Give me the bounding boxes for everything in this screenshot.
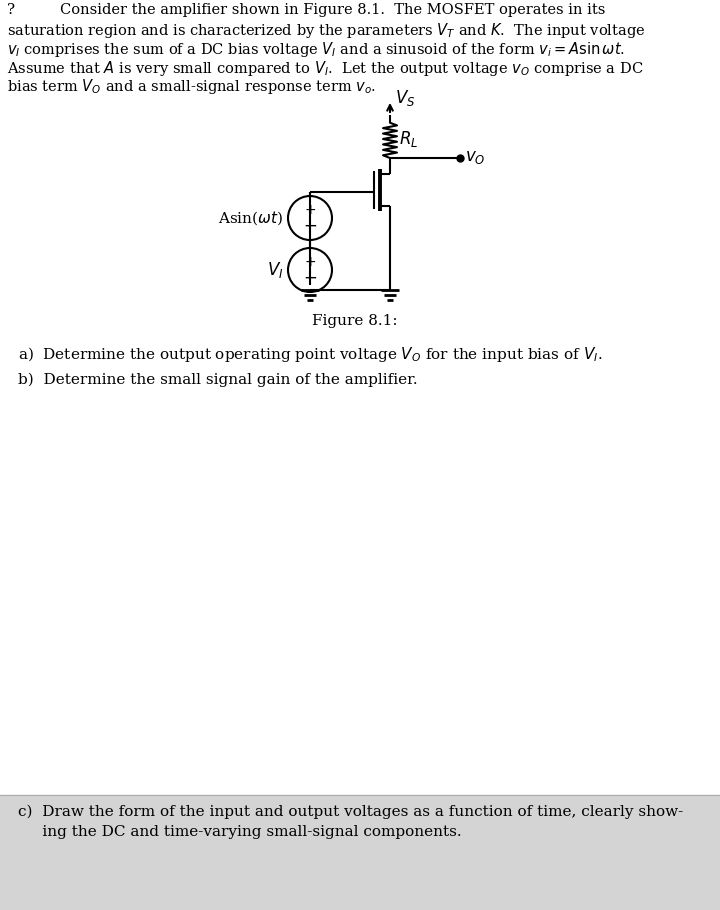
Text: $V_I$: $V_I$ bbox=[266, 260, 283, 280]
Text: a)  Determine the output operating point voltage $V_O$ for the input bias of $V_: a) Determine the output operating point … bbox=[18, 345, 603, 364]
Text: −: − bbox=[303, 217, 317, 235]
Bar bbox=[0, 795, 720, 910]
Text: Assume that $A$ is very small compared to $V_I$.  Let the output voltage $v_O$ c: Assume that $A$ is very small compared t… bbox=[7, 58, 644, 77]
Text: $v_O$: $v_O$ bbox=[465, 148, 485, 166]
Text: −: − bbox=[303, 269, 317, 287]
Text: Asin($\omega t$): Asin($\omega t$) bbox=[218, 209, 283, 227]
Text: b)  Determine the small signal gain of the amplifier.: b) Determine the small signal gain of th… bbox=[18, 373, 418, 388]
Text: Consider the amplifier shown in Figure 8.1.  The MOSFET operates in its: Consider the amplifier shown in Figure 8… bbox=[60, 3, 606, 17]
Text: +: + bbox=[304, 255, 316, 269]
Text: bias term $V_O$ and a small-signal response term $v_o$.: bias term $V_O$ and a small-signal respo… bbox=[7, 77, 377, 96]
Text: c)  Draw the form of the input and output voltages as a function of time, clearl: c) Draw the form of the input and output… bbox=[18, 805, 683, 839]
Text: $v_I$ comprises the sum of a DC bias voltage $V_I$ and a sinusoid of the form $v: $v_I$ comprises the sum of a DC bias vol… bbox=[7, 40, 625, 59]
Text: +: + bbox=[304, 203, 316, 217]
Text: $R_L$: $R_L$ bbox=[399, 129, 418, 149]
Text: $V_S$: $V_S$ bbox=[395, 88, 415, 108]
Text: saturation region and is characterized by the parameters $V_T$ and $K$.  The inp: saturation region and is characterized b… bbox=[7, 22, 645, 41]
Text: Figure 8.1:: Figure 8.1: bbox=[312, 314, 398, 328]
Text: ?: ? bbox=[7, 3, 15, 17]
